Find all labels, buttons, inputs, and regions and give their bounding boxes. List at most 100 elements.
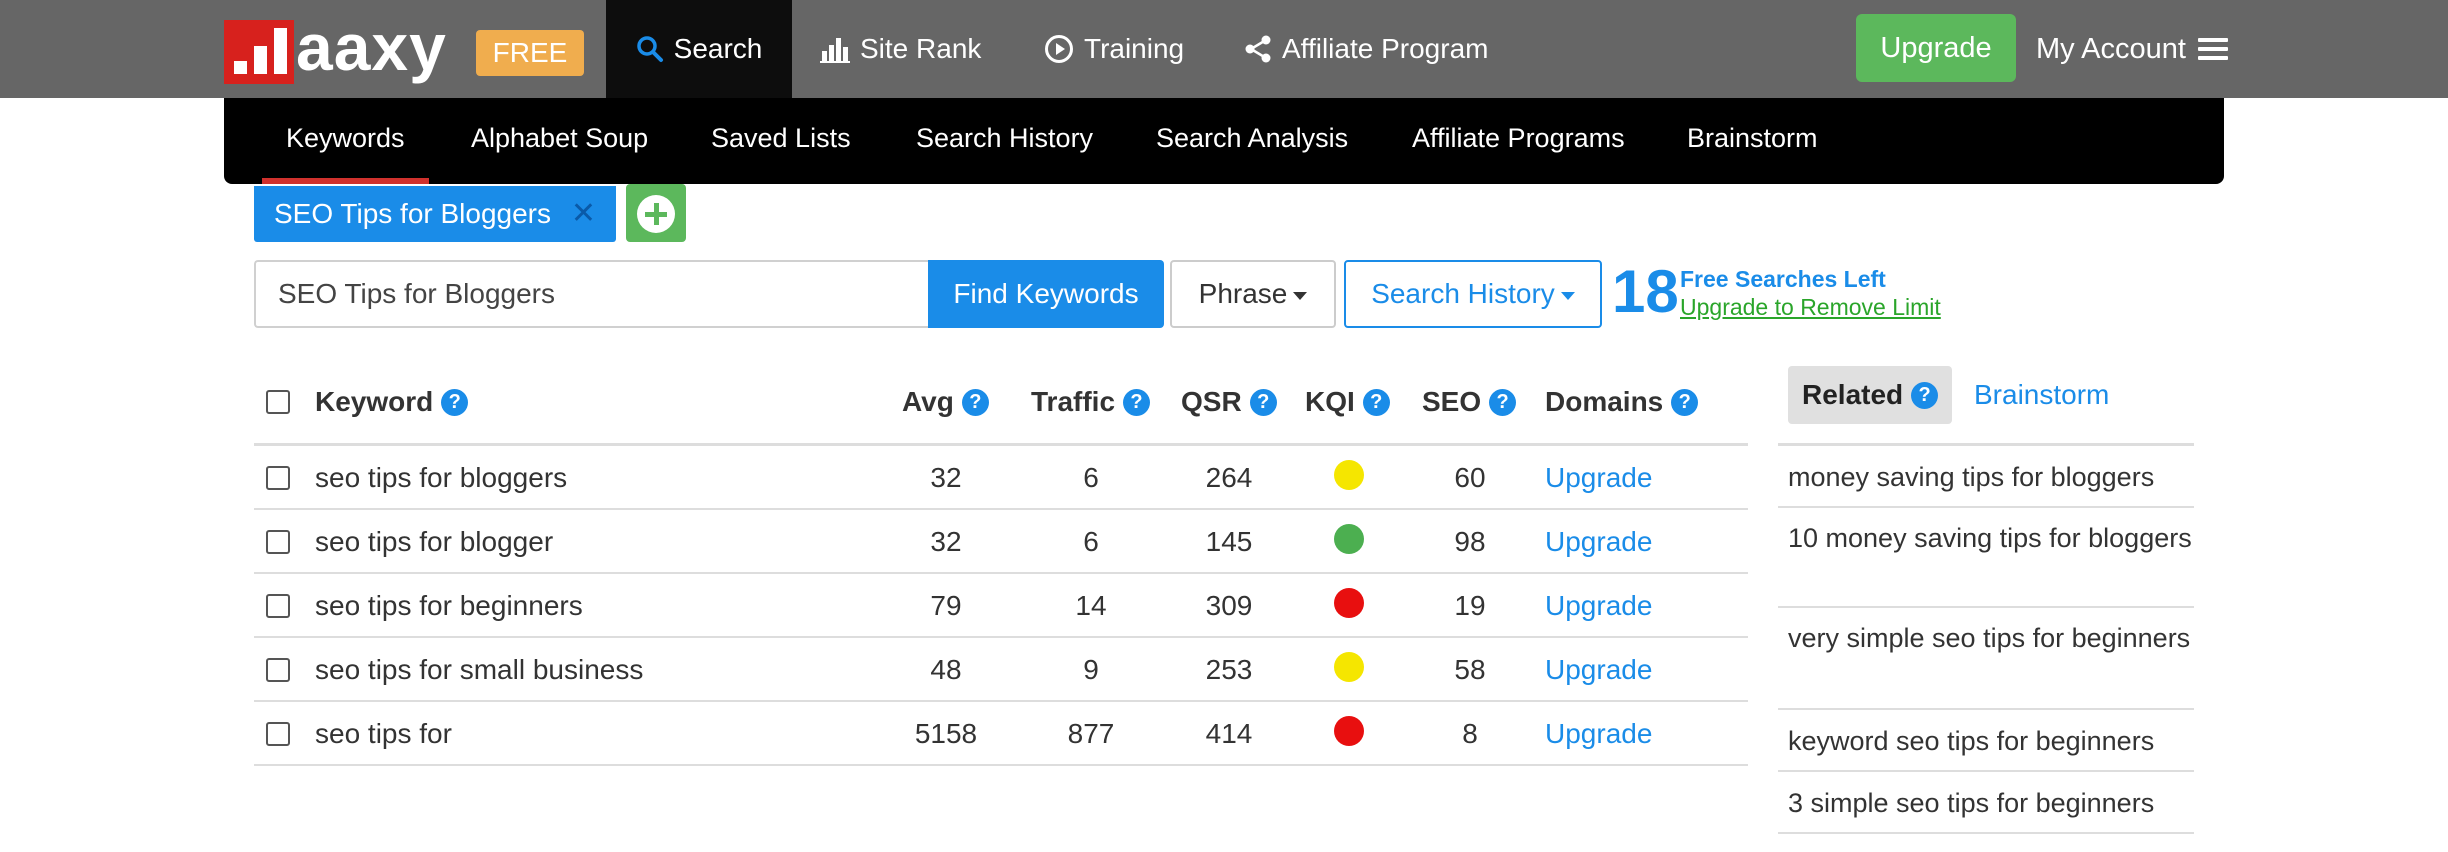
help-icon[interactable]: ? [1671, 389, 1699, 416]
help-icon[interactable]: ? [961, 389, 989, 416]
share-icon [1244, 35, 1272, 63]
qsr-cell: 414 [1205, 718, 1253, 749]
my-account-label: My Account [2036, 32, 2186, 65]
plus-circle-icon [637, 195, 675, 233]
chevron-down-icon [1560, 291, 1575, 300]
play-circle-icon [1044, 34, 1074, 64]
keyword-cell[interactable]: seo tips for bloggers [315, 462, 568, 493]
subnav-search-history[interactable]: Search History [916, 123, 1094, 153]
col-qsr: QSR? [1181, 358, 1277, 446]
domains-upgrade-link[interactable]: Upgrade [1545, 654, 1653, 685]
related-keyword-item[interactable]: money saving tips for bloggers [1778, 446, 2194, 508]
help-icon[interactable]: ? [1362, 389, 1390, 416]
chevron-down-icon [1293, 291, 1308, 300]
col-keyword: Keyword? [315, 358, 469, 446]
seo-cell: 8 [1462, 718, 1478, 749]
avg-cell: 79 [930, 590, 962, 621]
table-header: Keyword? Avg? Traffic? QSR? KQI? SEO? Do… [254, 358, 1748, 446]
traffic-cell: 9 [1083, 654, 1099, 685]
add-search-tab-button[interactable] [626, 184, 686, 242]
row-checkbox[interactable] [266, 594, 290, 618]
upgrade-button[interactable]: Upgrade [1856, 14, 2016, 82]
subnav-keywords[interactable]: Keywords [262, 98, 429, 184]
help-icon[interactable]: ? [1489, 389, 1517, 416]
find-keywords-button[interactable]: Find Keywords [928, 260, 1164, 328]
top-bar: aaxy FREE Search Site Rank Training Affi… [0, 0, 2448, 98]
seo-cell: 58 [1454, 654, 1486, 685]
help-icon[interactable]: ? [1123, 389, 1151, 416]
domains-upgrade-link[interactable]: Upgrade [1545, 590, 1653, 621]
qsr-cell: 145 [1205, 526, 1253, 557]
nav-site-rank[interactable]: Site Rank [820, 0, 981, 98]
nav-training[interactable]: Training [1044, 0, 1184, 98]
table-row: seo tips for small business 48 9 253 58 Upgra… [254, 638, 1748, 702]
row-checkbox[interactable] [266, 530, 290, 554]
tab-related[interactable]: Related? [1788, 366, 1952, 424]
related-keyword-item[interactable]: 10 money saving tips for bloggers [1778, 508, 2194, 608]
subnav-affiliate-programs[interactable]: Affiliate Programs [1412, 123, 1625, 153]
subnav-brainstorm[interactable]: Brainstorm [1687, 123, 1818, 153]
kqi-indicator-icon [1334, 652, 1364, 682]
select-all-checkbox[interactable] [266, 390, 290, 414]
related-divider [1778, 443, 2194, 446]
keyword-cell[interactable]: seo tips for [315, 718, 452, 749]
subnav-alphabet-soup[interactable]: Alphabet Soup [471, 123, 649, 153]
seo-cell: 19 [1454, 590, 1486, 621]
match-type-dropdown[interactable]: Phrase [1170, 260, 1336, 328]
traffic-cell: 14 [1075, 590, 1107, 621]
col-domains: Domains? [1545, 358, 1699, 446]
keyword-cell[interactable]: seo tips for blogger [315, 526, 554, 557]
col-kqi: KQI? [1305, 358, 1390, 446]
subnav-search-analysis[interactable]: Search Analysis [1156, 123, 1349, 153]
keyword-cell[interactable]: seo tips for small business [315, 654, 644, 685]
logo[interactable]: aaxy [224, 12, 454, 84]
domains-upgrade-link[interactable]: Upgrade [1545, 718, 1653, 749]
nav-affiliate-program[interactable]: Affiliate Program [1244, 0, 1488, 98]
help-icon[interactable]: ? [441, 389, 469, 416]
col-traffic: Traffic? [1031, 358, 1151, 446]
keyword-cell[interactable]: seo tips for beginners [315, 590, 583, 621]
row-checkbox[interactable] [266, 722, 290, 746]
search-tab-chip[interactable]: SEO Tips for Bloggers ✕ [254, 186, 616, 242]
col-avg: Avg? [902, 358, 989, 446]
logo-mark-icon [224, 20, 294, 84]
row-checkbox[interactable] [266, 658, 290, 682]
nav-search[interactable]: Search [606, 0, 792, 98]
related-keyword-item[interactable]: 3 simple seo tips for beginners [1778, 772, 2194, 834]
upgrade-limit-link[interactable]: Upgrade to Remove Limit [1680, 294, 1941, 320]
help-icon[interactable]: ? [1911, 382, 1939, 409]
close-icon[interactable]: ✕ [570, 197, 596, 230]
avg-cell: 32 [930, 526, 962, 557]
domains-upgrade-link[interactable]: Upgrade [1545, 526, 1653, 557]
avg-cell: 5158 [914, 718, 978, 749]
kqi-indicator-icon [1334, 524, 1364, 554]
nav-affiliate-program-label: Affiliate Program [1282, 33, 1489, 64]
row-checkbox[interactable] [266, 466, 290, 490]
qsr-cell: 253 [1205, 654, 1253, 685]
related-keyword-item[interactable]: keyword seo tips for beginners [1778, 710, 2194, 772]
match-type-label: Phrase [1198, 278, 1288, 309]
search-history-dropdown[interactable]: Search History [1344, 260, 1602, 328]
subnav-saved-lists[interactable]: Saved Lists [711, 123, 851, 153]
logo-text: aaxy [296, 10, 447, 84]
help-icon[interactable]: ? [1249, 389, 1277, 416]
free-searches-label: Free Searches Left [1680, 266, 1886, 292]
search-history-label: Search History [1371, 278, 1555, 309]
related-keyword-item[interactable]: very simple seo tips for beginners [1778, 608, 2194, 710]
qsr-cell: 264 [1205, 462, 1253, 493]
table-row: seo tips for blogger 32 6 145 98 Upgrade [254, 510, 1748, 574]
table-row: seo tips for bloggers 32 6 264 60 Upgrade [254, 446, 1748, 510]
table-row: seo tips for 5158 877 414 8 Upgrade [254, 702, 1748, 766]
tab-brainstorm[interactable]: Brainstorm [1974, 379, 2110, 410]
kqi-indicator-icon [1334, 716, 1364, 746]
nav-training-label: Training [1084, 33, 1185, 64]
search-icon [636, 35, 664, 63]
col-seo: SEO? [1422, 358, 1517, 446]
keyword-search-input[interactable] [254, 260, 928, 328]
my-account-menu[interactable]: My Account [2036, 0, 2228, 98]
avg-cell: 48 [930, 654, 962, 685]
traffic-cell: 6 [1083, 526, 1099, 557]
table-row: seo tips for beginners 79 14 309 19 Upgrade [254, 574, 1748, 638]
nav-site-rank-label: Site Rank [860, 33, 982, 64]
domains-upgrade-link[interactable]: Upgrade [1545, 462, 1653, 493]
